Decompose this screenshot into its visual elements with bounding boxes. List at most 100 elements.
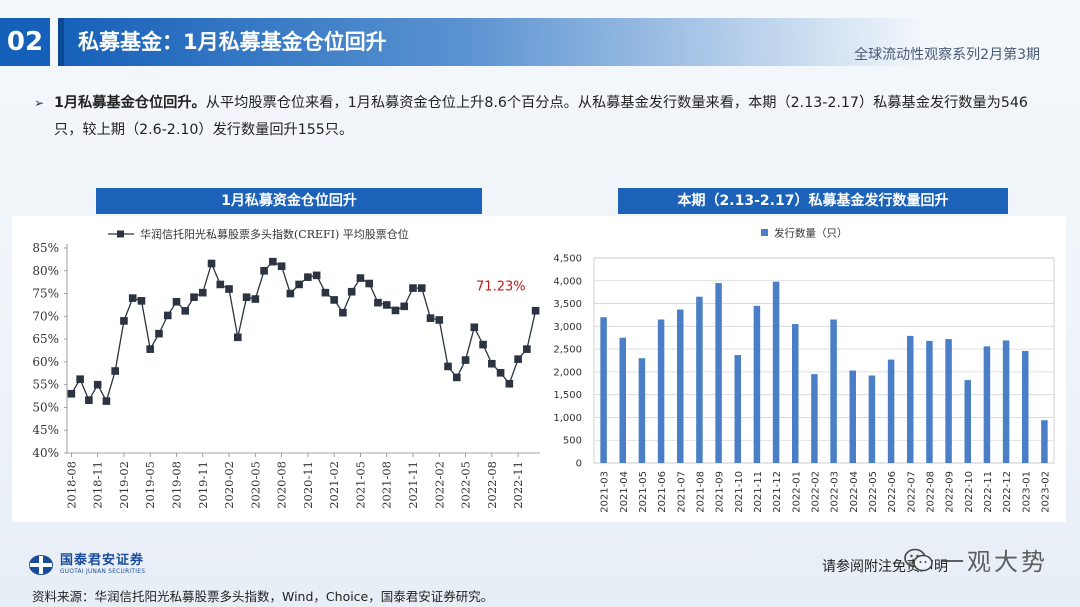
bar (983, 346, 991, 463)
data-point (382, 301, 391, 309)
y-tick-label: 2,000 (553, 367, 582, 378)
data-point (304, 273, 312, 281)
bar (657, 319, 665, 463)
x-tick-label: 2020-05 (248, 461, 262, 509)
data-point (365, 279, 373, 288)
bar (1002, 340, 1010, 463)
y-tick-label: 3,000 (553, 322, 582, 333)
summary-text: 从平均股票仓位来看，1月私募资金仓位上升8.6个百分点。从私募基金发行数量来看，… (54, 95, 1028, 138)
data-point (163, 311, 172, 320)
x-tick-label: 2022-08 (925, 471, 936, 513)
line-chart-title: 1月私募资金仓位回升 (96, 188, 482, 214)
x-tick-label: 2019-11 (196, 461, 210, 509)
x-tick-label: 2022-05 (459, 461, 473, 509)
data-point (479, 340, 487, 349)
x-tick-label: 2021-12 (772, 471, 783, 513)
x-tick-label: 2021-03 (600, 471, 611, 513)
y-tick-label: 75% (32, 287, 59, 301)
x-tick-label: 2022-11 (983, 471, 994, 513)
x-tick-label: 2021-05 (638, 471, 649, 513)
bar (849, 370, 856, 463)
data-point (417, 284, 426, 292)
logo-mark-icon (28, 554, 54, 576)
title-accent (58, 18, 64, 66)
bar (619, 337, 626, 463)
bar (868, 375, 876, 463)
y-tick-label: 500 (563, 436, 582, 447)
x-tick-label: 2018-11 (91, 461, 105, 509)
page-title: 私募基金：1月私募基金仓位回升 (78, 30, 387, 54)
y-tick-label: 1,000 (553, 413, 582, 424)
bar (638, 358, 646, 463)
watermark: 一观大势 (904, 542, 1048, 577)
legend-marker (117, 230, 124, 238)
x-tick-label: 2021-10 (734, 471, 745, 513)
bar (1041, 420, 1048, 463)
bar-chart-svg: 发行数量（只） 0 500 1,000 1,500 2,000 2,500 3,000 3,50… (553, 227, 1055, 513)
watermark-text: 一观大势 (940, 548, 1048, 576)
x-tick-label: 2019-08 (169, 461, 183, 509)
logo-cn: 国泰君安证券 (60, 553, 145, 568)
data-point (85, 396, 93, 404)
x-tick-label: 2023-01 (1021, 471, 1032, 513)
legend-label: 华润信托阳光私募股票多头指数(CREFI) 平均股票仓位 (140, 227, 409, 241)
data-point (444, 362, 452, 371)
x-tick-label: 2021-11 (753, 471, 764, 513)
data-point (146, 345, 155, 353)
wechat-icon (904, 548, 933, 571)
x-tick-label: 2019-02 (117, 461, 131, 509)
data-point (225, 285, 233, 293)
y-tick-label: 1,500 (553, 390, 582, 401)
data-point (400, 302, 409, 311)
data-point (93, 380, 102, 389)
data-point (496, 369, 505, 377)
x-tick-label: 2022-08 (485, 461, 499, 509)
bar (772, 281, 780, 463)
x-tick-label: 2021-08 (380, 461, 394, 509)
x-tick-label: 2021-07 (676, 471, 687, 513)
x-tick-label: 2021-06 (657, 471, 668, 513)
data-point (470, 323, 479, 332)
data-point (514, 355, 522, 363)
bar-chart-title: 本期（2.13-2.17）私募基金发行数量回升 (618, 188, 1008, 214)
data-point (330, 296, 338, 304)
data-point (452, 373, 461, 382)
y-tick-label: 55% (32, 378, 59, 392)
data-point (234, 333, 242, 342)
data-point (435, 316, 444, 324)
x-tick-label: 2020-08 (275, 461, 289, 509)
x-tick-label: 2022-09 (945, 471, 956, 513)
bar (964, 380, 971, 463)
bar (696, 296, 703, 463)
y-tick-label: 40% (32, 446, 59, 460)
x-tick-label: 2019-05 (143, 461, 157, 509)
x-tick-label: 2021-09 (715, 471, 726, 513)
data-point (374, 298, 382, 307)
bar (677, 309, 684, 463)
y-tick-label: 80% (32, 264, 59, 278)
bar (830, 319, 837, 463)
data-point (391, 306, 400, 315)
y-tick-label: 3,500 (553, 299, 582, 310)
y-tick-label: 2,500 (553, 345, 582, 356)
x-tick-label: 2022-04 (849, 471, 860, 513)
x-tick-label: 2022-05 (868, 471, 879, 513)
data-point (321, 288, 330, 297)
y-tick-label: 65% (32, 332, 59, 346)
bar (600, 317, 607, 463)
data-point (409, 284, 417, 292)
data-point (137, 297, 146, 305)
data-point (216, 280, 225, 289)
data-point (295, 280, 303, 289)
data-point (128, 294, 137, 302)
bar (907, 335, 914, 463)
line-chart-svg: 华润信托阳光私募股票多头指数(CREFI) 平均股票仓位 40% 45% 50% 55%… (32, 227, 540, 509)
bar (1022, 350, 1029, 463)
y-tick-label: 70% (32, 309, 59, 323)
data-point (181, 307, 190, 315)
series-line (70, 260, 537, 403)
data-point (260, 266, 268, 275)
bar (753, 305, 761, 463)
bar-chart: 发行数量（只） 0 500 1,000 1,500 2,000 2,500 3,000 3,50… (548, 216, 1066, 522)
y-tick-label: 85% (32, 241, 59, 255)
